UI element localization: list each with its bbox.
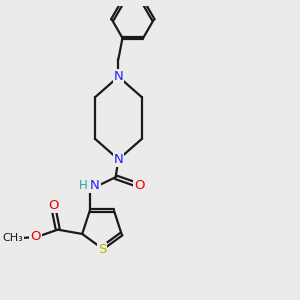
Text: O: O (134, 179, 144, 192)
Text: S: S (98, 243, 106, 256)
Text: O: O (30, 230, 41, 243)
Text: N: N (114, 153, 123, 166)
Text: CH₃: CH₃ (3, 233, 23, 243)
Text: N: N (114, 70, 123, 83)
Text: O: O (48, 199, 59, 212)
Text: H: H (79, 179, 88, 192)
Text: N: N (90, 179, 100, 192)
